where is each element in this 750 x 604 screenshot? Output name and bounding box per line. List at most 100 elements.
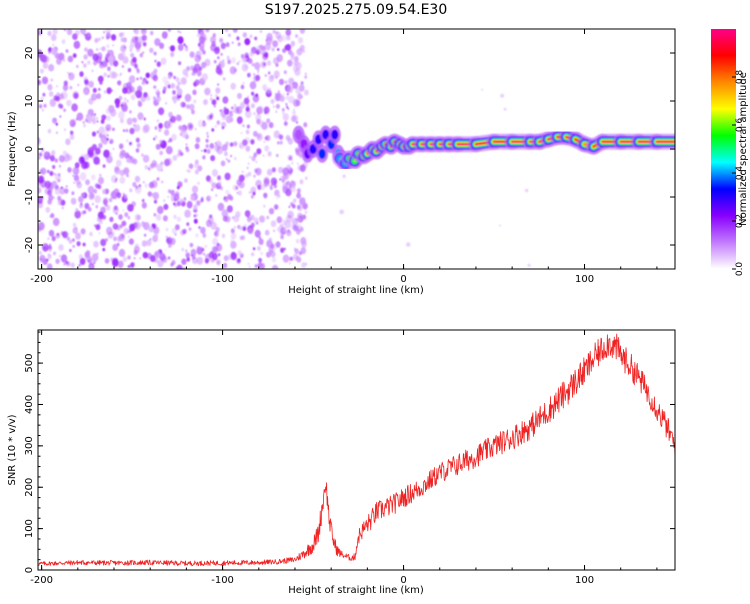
- noise-speck: [272, 40, 278, 48]
- noise-speck: [250, 139, 255, 145]
- noise-speck: [214, 47, 220, 55]
- noise-speck: [191, 109, 195, 115]
- noise-speck: [211, 169, 218, 177]
- noise-speck: [212, 33, 216, 38]
- noise-speck: [211, 41, 216, 47]
- noise-speck: [58, 244, 64, 251]
- noise-speck: [68, 72, 75, 81]
- noise-speck: [170, 51, 175, 58]
- noise-speck: [126, 157, 131, 163]
- noise-speck: [294, 248, 300, 254]
- noise-speck: [123, 46, 126, 49]
- noise-speck: [247, 171, 252, 177]
- noise-speck: [100, 206, 106, 214]
- noise-speck: [230, 252, 237, 261]
- noise-speck: [132, 56, 137, 63]
- noise-speck: [78, 156, 86, 165]
- noise-speck: [83, 153, 90, 161]
- noise-speck: [166, 238, 170, 243]
- noise-speck: [133, 257, 136, 260]
- noise-speck: [63, 262, 66, 266]
- noise-speck: [285, 135, 291, 141]
- noise-speck: [233, 29, 237, 32]
- noise-speck: [227, 193, 232, 200]
- noise-speck: [126, 139, 129, 143]
- noise-speck: [66, 232, 70, 236]
- colorbar-tick-label: 0.8: [735, 70, 745, 85]
- transition-blob: [318, 148, 326, 159]
- noise-speck: [300, 95, 303, 99]
- noise-speck: [100, 119, 105, 124]
- noise-speck: [159, 42, 165, 49]
- noise-speck: [56, 84, 59, 88]
- noise-speck: [51, 117, 58, 124]
- noise-speck: [264, 89, 266, 92]
- noise-speck: [158, 122, 163, 129]
- noise-speck: [265, 39, 268, 42]
- noise-speck: [87, 32, 91, 37]
- noise-speck: [236, 116, 243, 124]
- noise-speck: [296, 48, 303, 56]
- noise-speck: [48, 63, 55, 72]
- noise-speck: [161, 180, 164, 184]
- noise-speck: [249, 51, 254, 57]
- noise-speck: [59, 115, 62, 118]
- noise-speck: [141, 202, 147, 209]
- noise-speck: [209, 112, 214, 118]
- noise-speck: [111, 71, 118, 79]
- noise-speck: [202, 233, 207, 238]
- noise-speck: [127, 216, 131, 220]
- noise-speck: [72, 33, 78, 40]
- noise-speck: [183, 43, 186, 47]
- noise-speck: [205, 138, 209, 143]
- noise-speck: [243, 97, 250, 105]
- noise-speck: [90, 193, 95, 199]
- noise-speck: [98, 126, 105, 135]
- noise-speck: [251, 91, 255, 96]
- noise-speck: [115, 212, 118, 215]
- noise-speck: [96, 216, 102, 222]
- noise-speck: [39, 104, 43, 109]
- noise-speck: [193, 218, 198, 224]
- noise-speck: [184, 93, 192, 102]
- noise-speck: [53, 251, 56, 256]
- noise-speck: [263, 140, 266, 144]
- noise-speck: [194, 159, 199, 165]
- noise-speck: [188, 169, 191, 173]
- noise-speck: [236, 106, 243, 115]
- noise-speck: [200, 226, 206, 234]
- noise-speck: [55, 122, 58, 126]
- noise-speck: [214, 125, 217, 128]
- noise-speck: [92, 119, 97, 125]
- noise-speck: [71, 103, 78, 112]
- noise-speck: [212, 237, 219, 246]
- noise-speck: [195, 233, 199, 238]
- noise-speck: [172, 90, 176, 95]
- noise-speck: [83, 54, 88, 60]
- noise-speck: [75, 208, 79, 212]
- noise-speck: [237, 190, 242, 196]
- noise-speck: [201, 61, 207, 69]
- noise-speck: [274, 204, 279, 210]
- noise-speck: [93, 260, 96, 265]
- noise-speck: [73, 181, 75, 184]
- noise-speck: [40, 167, 47, 175]
- noise-speck: [51, 47, 57, 55]
- noise-speck: [109, 108, 117, 117]
- noise-speck: [42, 109, 44, 112]
- noise-speck: [292, 198, 297, 203]
- noise-speck: [124, 195, 128, 199]
- noise-speck: [159, 150, 164, 156]
- noise-speck: [44, 151, 48, 156]
- noise-speck: [198, 29, 205, 34]
- noise-speck: [290, 52, 295, 57]
- noise-speck: [275, 241, 281, 248]
- colorbar-ticks: 0.0 0.2 0.4 0.6 0.8: [732, 70, 745, 276]
- noise-speck: [128, 206, 132, 211]
- noise-speck: [115, 102, 120, 108]
- noise-speck: [153, 226, 160, 235]
- y-tick-label: 100: [24, 519, 35, 538]
- noise-speck: [258, 257, 262, 263]
- noise-speck: [168, 243, 172, 248]
- noise-speck: [282, 111, 285, 115]
